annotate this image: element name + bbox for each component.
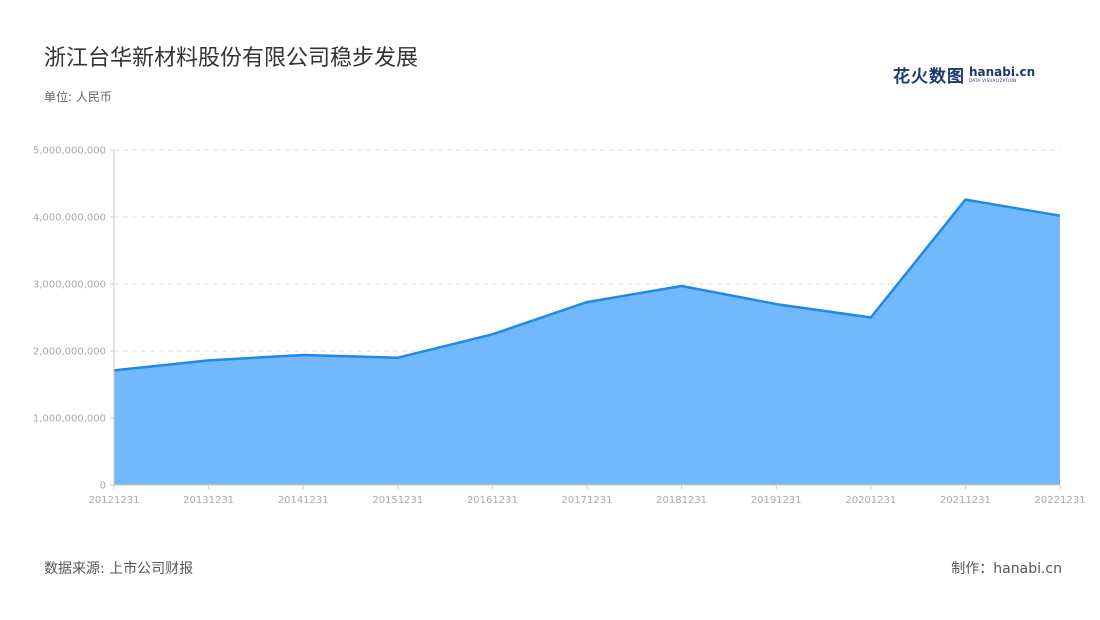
y-tick-label: 2,000,000,000 [33, 347, 106, 358]
x-tick-labels: 20121231 20131231 20141231 20151231 20161231… [89, 495, 1086, 506]
logo-en-text: hanabi.cn [969, 65, 1036, 79]
y-tick-label: 4,000,000,000 [33, 213, 106, 224]
brand-logo: 花火数图 hanabi.cn DATA VISUALIZATION [893, 62, 1035, 87]
x-tick-label: 20151231 [372, 495, 423, 506]
series-line [113, 198, 1061, 372]
logo-cn-text: 花火数图 [893, 67, 965, 87]
y-tick-label: 1,000,000,000 [33, 414, 106, 425]
y-tick-label: 0 [100, 481, 106, 492]
x-tick-label: 20201231 [845, 495, 896, 506]
axes [110, 149, 1061, 489]
x-tick-label: 20141231 [278, 495, 329, 506]
x-tick-label: 20211231 [940, 495, 991, 506]
chart-title: 浙江台华新材料股份有限公司稳步发展 [44, 46, 419, 71]
x-tick-label: 20161231 [467, 495, 518, 506]
y-tick-label: 3,000,000,000 [33, 280, 106, 291]
x-tick-label: 20221231 [1035, 495, 1086, 506]
x-tick-label: 20131231 [183, 495, 234, 506]
x-tick-label: 20181231 [656, 495, 707, 506]
credit-text: 制作：hanabi.cn [951, 561, 1062, 577]
y-tick-label: 5,000,000,000 [33, 146, 106, 157]
data-source: 数据来源: 上市公司财报 [44, 561, 194, 577]
x-tick-label: 20121231 [89, 495, 140, 506]
logo-en-subtitle: DATA VISUALIZATION [969, 78, 1017, 83]
series-area [114, 199, 1060, 485]
y-tick-labels: 0 1,000,000,000 2,000,000,000 3,000,000,000… [33, 146, 106, 492]
x-tick-label: 20191231 [751, 495, 802, 506]
x-tick-label: 20171231 [562, 495, 613, 506]
logo-en-block: hanabi.cn DATA VISUALIZATION [969, 66, 1035, 83]
unit-label: 单位: 人民币 [44, 90, 112, 104]
